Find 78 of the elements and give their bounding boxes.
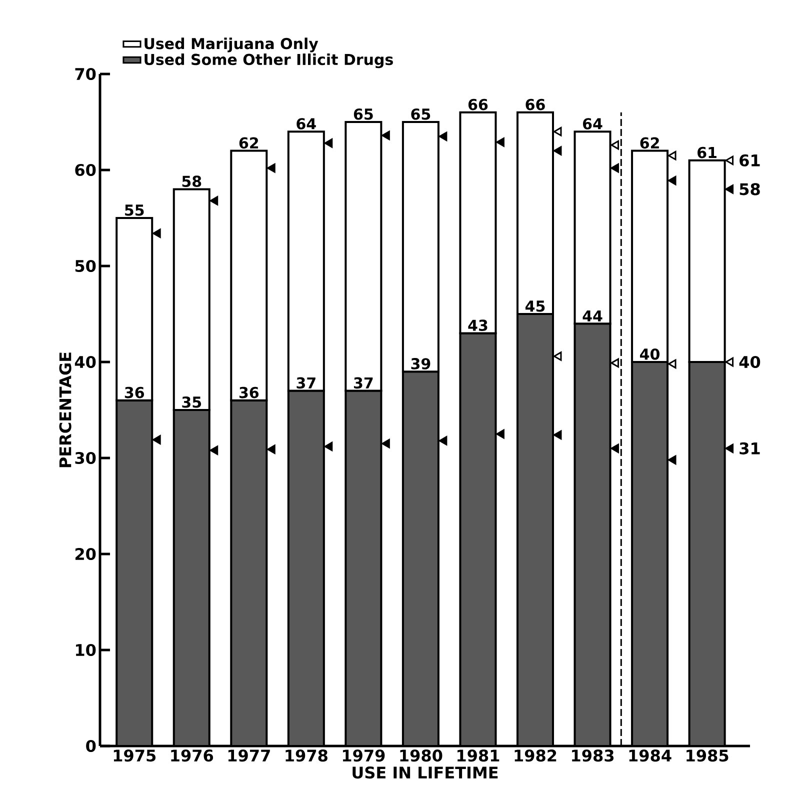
point <box>725 184 734 194</box>
point <box>267 444 276 454</box>
point <box>668 150 676 160</box>
point <box>553 430 562 440</box>
y-tick-label: 50 <box>75 260 96 272</box>
y-tick-label: 30 <box>75 452 96 464</box>
data-label: 36 <box>239 386 259 398</box>
x-tick-label: 1975 <box>114 750 156 762</box>
x-tick-label: 1984 <box>629 750 672 762</box>
data-label: 40 <box>739 356 760 368</box>
y-axis-title: PERCENTAGE <box>59 352 72 468</box>
point <box>438 132 448 142</box>
data-label: 43 <box>468 320 488 332</box>
x-tick-label: 1979 <box>342 750 385 762</box>
point <box>725 156 734 166</box>
data-label: 36 <box>124 386 144 398</box>
data-label: 45 <box>525 300 545 312</box>
point <box>725 357 734 367</box>
x-axis-title: USE IN LIFETIME <box>352 766 498 779</box>
point <box>610 444 619 454</box>
total-label: 64 <box>583 118 602 130</box>
total-label: 62 <box>640 137 659 149</box>
data-label: 40 <box>640 348 660 360</box>
point <box>496 138 504 147</box>
total-label: 62 <box>239 137 258 149</box>
point <box>668 176 676 186</box>
x-tick-label: 1985 <box>686 750 728 762</box>
data-label: 44 <box>582 310 602 322</box>
x-tick-label: 1980 <box>400 750 442 762</box>
point <box>210 196 218 206</box>
point <box>382 438 390 448</box>
legend-label: Used Some Other Illicit Drugs <box>144 54 393 68</box>
point <box>725 444 734 454</box>
point <box>210 446 218 455</box>
point <box>496 429 504 439</box>
total-label: 65 <box>411 108 430 120</box>
legend-label: Used Marijuana Only <box>144 38 318 52</box>
point <box>610 140 619 150</box>
x-tick-label: 1981 <box>458 750 500 762</box>
y-tick-label: 70 <box>75 68 96 80</box>
data-label: 37 <box>296 377 316 389</box>
total-label: 66 <box>526 98 545 110</box>
total-label: 65 <box>354 108 373 120</box>
y-tick-label: 10 <box>76 644 96 656</box>
data-label: 61 <box>740 154 760 166</box>
total-label: 55 <box>125 204 144 216</box>
x-tick-label: 1978 <box>286 750 328 762</box>
point <box>267 163 276 173</box>
point <box>382 130 390 140</box>
point <box>668 455 676 465</box>
total-label: 66 <box>468 98 488 110</box>
point <box>553 146 562 156</box>
point <box>152 435 161 444</box>
point <box>324 442 333 452</box>
x-tick-label: 1977 <box>228 750 270 762</box>
y-tick-label: 60 <box>75 164 96 176</box>
x-tick-label: 1982 <box>514 750 556 762</box>
data-label: 37 <box>354 377 373 389</box>
data-label: 35 <box>182 396 202 408</box>
point <box>553 126 562 136</box>
y-tick-label: 0 <box>86 740 96 752</box>
point <box>668 359 676 369</box>
data-label: 58 <box>740 183 760 196</box>
x-tick-label: 1983 <box>572 750 614 762</box>
total-label: 61 <box>698 146 716 158</box>
point <box>438 436 448 446</box>
total-label: 58 <box>182 176 202 188</box>
y-tick-label: 20 <box>75 548 96 560</box>
point <box>324 138 333 148</box>
y-tick-label: 40 <box>74 356 96 368</box>
data-label: 39 <box>411 358 430 370</box>
point <box>610 163 619 173</box>
point <box>152 228 161 238</box>
data-label: 31 <box>740 442 760 454</box>
total-label: 64 <box>296 118 316 130</box>
point <box>553 352 562 361</box>
x-tick-label: 1976 <box>171 750 214 762</box>
point <box>610 358 619 368</box>
